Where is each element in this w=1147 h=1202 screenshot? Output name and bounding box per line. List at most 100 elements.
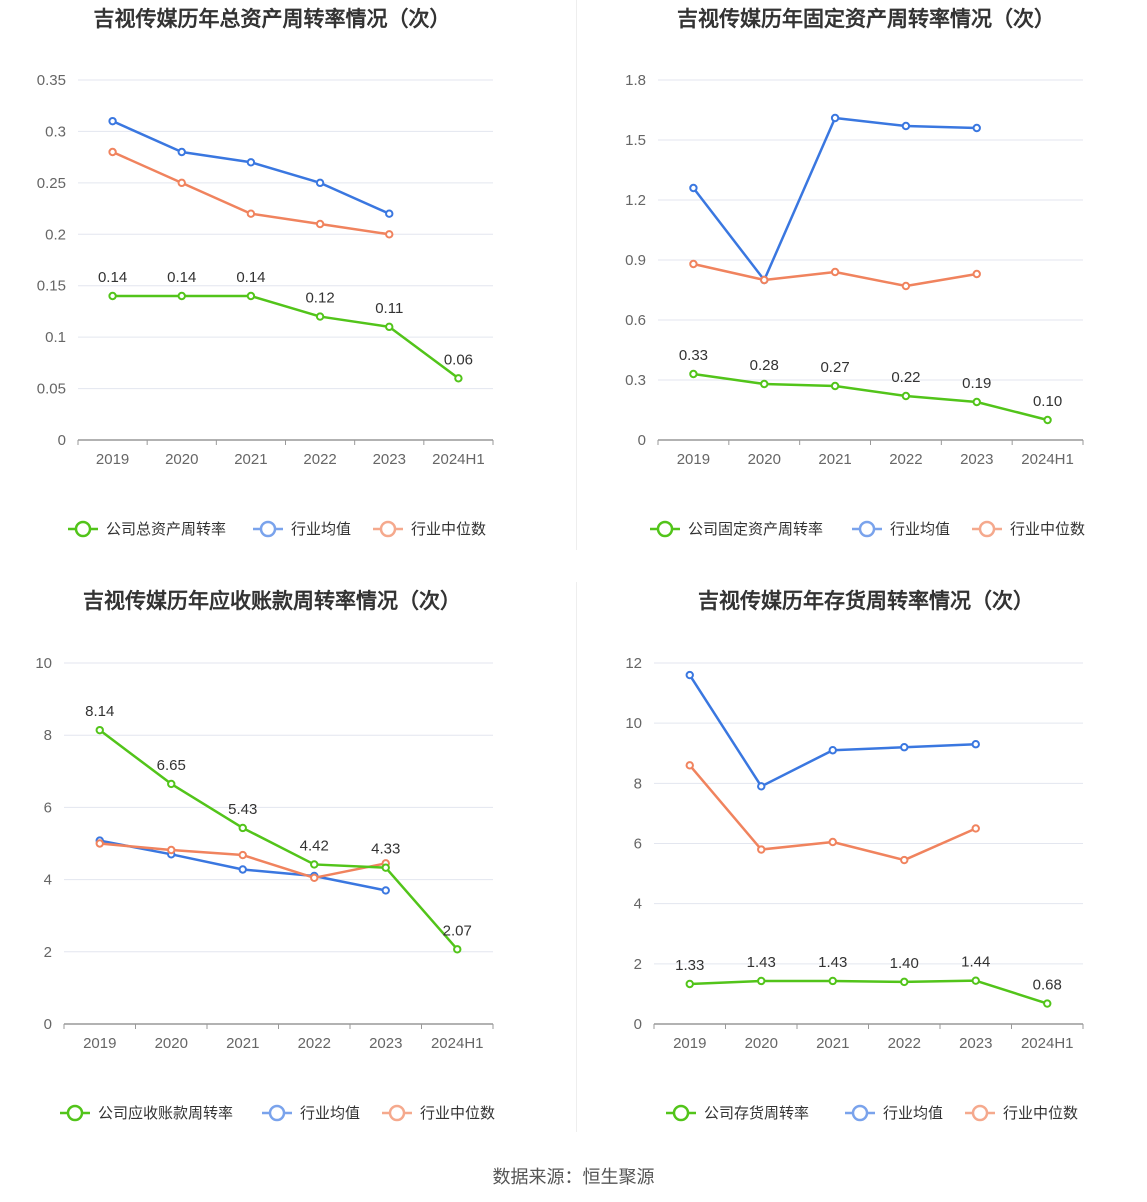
data-point[interactable] [246, 209, 256, 218]
data-label: 0.12 [305, 290, 334, 307]
x-tick-label: 2022 [303, 451, 336, 468]
legend-item[interactable]: 公司应收账款周转率 [60, 1104, 233, 1122]
legend-marker-icon [971, 1104, 989, 1122]
data-point[interactable] [177, 178, 186, 188]
data-point[interactable] [1043, 415, 1052, 425]
data-point[interactable] [901, 281, 911, 291]
legend-item[interactable]: 行业均值 [262, 1104, 360, 1122]
data-label: 1.43 [747, 954, 776, 971]
data-point[interactable] [760, 275, 769, 285]
data-point[interactable] [381, 886, 390, 895]
legend-item[interactable]: 行业中位数 [373, 520, 486, 538]
data-point[interactable] [828, 837, 837, 847]
data-point[interactable] [971, 824, 980, 833]
x-tick-label: 2024H1 [1021, 451, 1074, 468]
data-point[interactable] [689, 369, 698, 379]
legend-item[interactable]: 行业中位数 [382, 1104, 495, 1122]
x-tick-label: 2019 [673, 1035, 706, 1052]
data-point[interactable] [901, 121, 911, 131]
x-tick-label: 2023 [373, 451, 406, 468]
data-point[interactable] [760, 379, 769, 389]
panel-divider-top [576, 0, 577, 550]
legend-label: 公司应收账款周转率 [98, 1104, 233, 1122]
data-point[interactable] [167, 779, 176, 789]
receivables-turnover-chart: 吉视传媒历年应收账款周转率情况（次） 0 2 4 6 8 10 2019 2020 2021 202… [0, 582, 560, 1157]
data-point[interactable] [310, 860, 319, 869]
legend-item[interactable]: 行业均值 [852, 520, 950, 538]
legend-item[interactable]: 行业中位数 [965, 1104, 1078, 1122]
data-label: 2.07 [443, 922, 472, 939]
legend-item[interactable]: 公司总资产周转率 [68, 520, 226, 538]
data-point[interactable] [830, 381, 840, 391]
legend-label: 行业中位数 [1010, 521, 1085, 538]
data-point[interactable] [385, 322, 394, 332]
data-point[interactable] [689, 183, 698, 193]
data-point[interactable] [757, 976, 766, 986]
legend-marker-icon [858, 520, 876, 538]
data-point[interactable] [685, 670, 694, 680]
data-point[interactable] [177, 147, 186, 157]
data-point[interactable] [453, 945, 462, 954]
data-point[interactable] [1043, 999, 1052, 1008]
data-point[interactable] [108, 116, 117, 126]
legend-item[interactable]: 公司存货周转率 [666, 1104, 809, 1122]
series-line [112, 120, 390, 215]
legend-item[interactable]: 行业均值 [845, 1104, 943, 1122]
data-label: 6.65 [157, 757, 186, 774]
data-point[interactable] [454, 374, 463, 383]
data-point[interactable] [246, 158, 256, 167]
data-point[interactable] [108, 147, 117, 157]
data-label: 0.22 [891, 369, 920, 386]
data-label: 0.14 [98, 269, 127, 286]
legend-item[interactable]: 公司固定资产周转率 [650, 520, 823, 538]
data-point[interactable] [385, 209, 394, 218]
data-point[interactable] [757, 845, 766, 854]
data-point[interactable] [108, 291, 117, 301]
data-point[interactable] [900, 743, 909, 752]
data-point[interactable] [972, 269, 981, 279]
fixed-asset-turnover-chart: 吉视传媒历年固定资产周转率情况（次） 0 0.3 0.6 0.9 1.2 1.5 1.8 201… [580, 0, 1140, 575]
data-point[interactable] [757, 782, 766, 791]
data-point[interactable] [971, 976, 980, 985]
x-tick-label: 2022 [888, 1035, 921, 1052]
data-point[interactable] [685, 761, 694, 770]
x-tick-label: 2024H1 [1021, 1035, 1074, 1052]
data-point[interactable] [381, 863, 390, 872]
data-point[interactable] [238, 865, 247, 874]
data-point[interactable] [246, 291, 256, 301]
data-point[interactable] [689, 259, 698, 269]
data-point[interactable] [315, 312, 325, 321]
x-tick-label: 2022 [889, 451, 922, 468]
data-point[interactable] [830, 267, 840, 277]
data-point[interactable] [95, 725, 104, 735]
y-tick-label: 2 [634, 956, 642, 973]
legend-marker-icon [978, 520, 996, 538]
data-point[interactable] [901, 391, 911, 401]
data-point[interactable] [900, 855, 909, 865]
data-point[interactable] [177, 291, 186, 301]
data-point[interactable] [238, 823, 247, 833]
data-point[interactable] [972, 397, 981, 407]
data-point[interactable] [315, 219, 325, 229]
data-point[interactable] [167, 845, 176, 855]
data-point[interactable] [830, 113, 840, 123]
data-point[interactable] [900, 977, 909, 987]
data-point[interactable] [238, 850, 247, 860]
data-label: 0.14 [167, 269, 196, 286]
legend-item[interactable]: 行业中位数 [972, 520, 1085, 538]
data-point[interactable] [972, 123, 981, 133]
data-point[interactable] [310, 873, 319, 882]
legend-marker-icon [656, 520, 674, 538]
data-point[interactable] [828, 976, 837, 986]
data-point[interactable] [685, 979, 694, 989]
data-point[interactable] [315, 178, 325, 188]
data-point[interactable] [95, 839, 104, 848]
data-point[interactable] [385, 230, 394, 239]
data-point[interactable] [828, 746, 837, 755]
data-point[interactable] [971, 740, 980, 749]
y-tick-label: 0.35 [37, 72, 66, 89]
legend-item[interactable]: 行业均值 [253, 520, 351, 538]
y-tick-label: 10 [625, 715, 642, 732]
legend-marker-icon [74, 520, 92, 538]
y-tick-label: 0.9 [625, 252, 646, 269]
